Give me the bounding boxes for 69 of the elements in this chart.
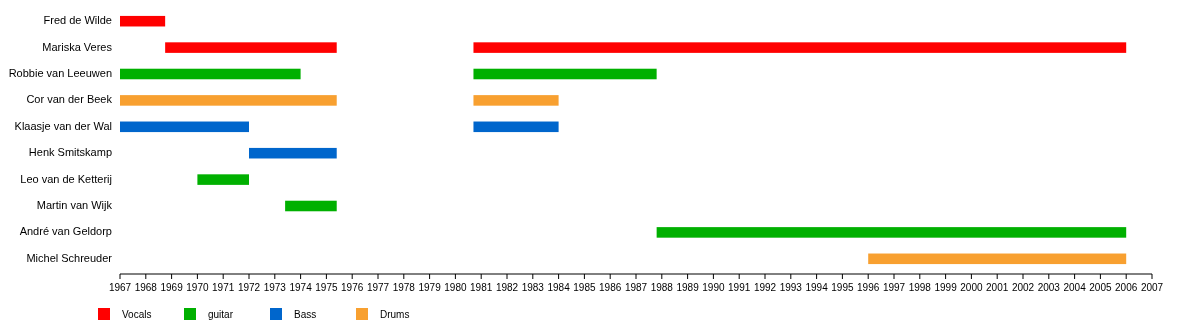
- x-tick-label: 1968: [134, 282, 158, 293]
- x-tick-label: 2004: [1063, 282, 1087, 293]
- x-tick-label: 1990: [702, 282, 725, 293]
- x-tick-label: 1986: [599, 282, 622, 293]
- x-tick-label: 1991: [728, 282, 751, 293]
- x-tick-label: 1998: [908, 282, 932, 293]
- x-tick-label: 1985: [573, 282, 596, 293]
- y-tick-label: André van Geldorp: [19, 225, 112, 238]
- bar: [473, 95, 559, 106]
- bar: [868, 253, 1127, 265]
- x-tick-label: 1979: [418, 282, 442, 293]
- x-tick-label: 1993: [779, 282, 803, 293]
- x-tick-label: 1999: [934, 282, 958, 293]
- x-tick-label: 2003: [1037, 282, 1061, 293]
- y-tick-label: Klaasje van der Wal: [14, 119, 112, 132]
- bar: [120, 121, 249, 133]
- x-tick-label: 1974: [289, 282, 313, 293]
- bar: [656, 227, 1127, 238]
- y-tick-label: Robbie van Leeuwen: [8, 66, 112, 79]
- x-tick-label: 1995: [831, 282, 854, 293]
- y-tick-label: Leo van de Ketterij: [20, 172, 112, 185]
- bar: [120, 68, 301, 80]
- y-tick-label: Martin van Wijk: [36, 198, 113, 211]
- x-tick-label: 1972: [237, 282, 261, 293]
- x-tick-label: 1988: [650, 282, 674, 293]
- bar: [120, 95, 337, 106]
- x-tick-label: 1967: [108, 282, 132, 293]
- x-tick-label: 2005: [1089, 282, 1112, 293]
- legend-label: Bass: [294, 309, 317, 320]
- x-tick-label: 1973: [263, 282, 287, 293]
- x-tick-label: 2002: [1011, 282, 1035, 293]
- x-tick-label: 1982: [495, 282, 519, 293]
- bar: [197, 174, 249, 185]
- x-tick-label: 1983: [521, 282, 545, 293]
- x-tick-label: 1996: [857, 282, 880, 293]
- bar: [120, 15, 166, 27]
- x-tick-label: 1984: [547, 282, 571, 293]
- bar: [473, 121, 559, 133]
- x-tick-label: 1980: [444, 282, 467, 293]
- legend-label: Drums: [380, 309, 410, 320]
- legend-label: Vocals: [122, 309, 152, 320]
- x-tick-label: 1969: [160, 282, 184, 293]
- bar: [249, 147, 337, 159]
- x-tick-label: 1981: [470, 282, 493, 293]
- legend-label: guitar: [208, 309, 234, 320]
- x-tick-label: 1989: [676, 282, 700, 293]
- y-tick-label: Michel Schreuder: [26, 251, 113, 264]
- x-tick-label: 2001: [986, 282, 1009, 293]
- x-tick-label: 2007: [1140, 282, 1164, 293]
- x-tick-label: 1992: [753, 282, 777, 293]
- x-tick-label: 1978: [392, 282, 416, 293]
- x-tick-label: 2000: [960, 282, 983, 293]
- x-tick-label: 1977: [366, 282, 390, 293]
- bar: [473, 42, 1127, 53]
- x-tick-label: 1987: [624, 282, 648, 293]
- y-tick-label: Cor van der Beek: [26, 93, 113, 106]
- x-tick-label: 1994: [805, 282, 829, 293]
- bar: [285, 200, 337, 212]
- x-tick-label: 1971: [212, 282, 235, 293]
- x-tick-label: 1976: [341, 282, 364, 293]
- bar: [473, 68, 657, 80]
- x-tick-label: 1997: [882, 282, 906, 293]
- y-tick-label: Mariska Veres: [42, 40, 113, 53]
- x-tick-label: 1970: [186, 282, 209, 293]
- x-tick-label: 2006: [1115, 282, 1138, 293]
- bar: [165, 42, 337, 53]
- y-tick-label: Henk Smitskamp: [28, 146, 112, 159]
- y-tick-label: Fred de Wilde: [43, 14, 112, 27]
- x-tick-label: 1975: [315, 282, 338, 293]
